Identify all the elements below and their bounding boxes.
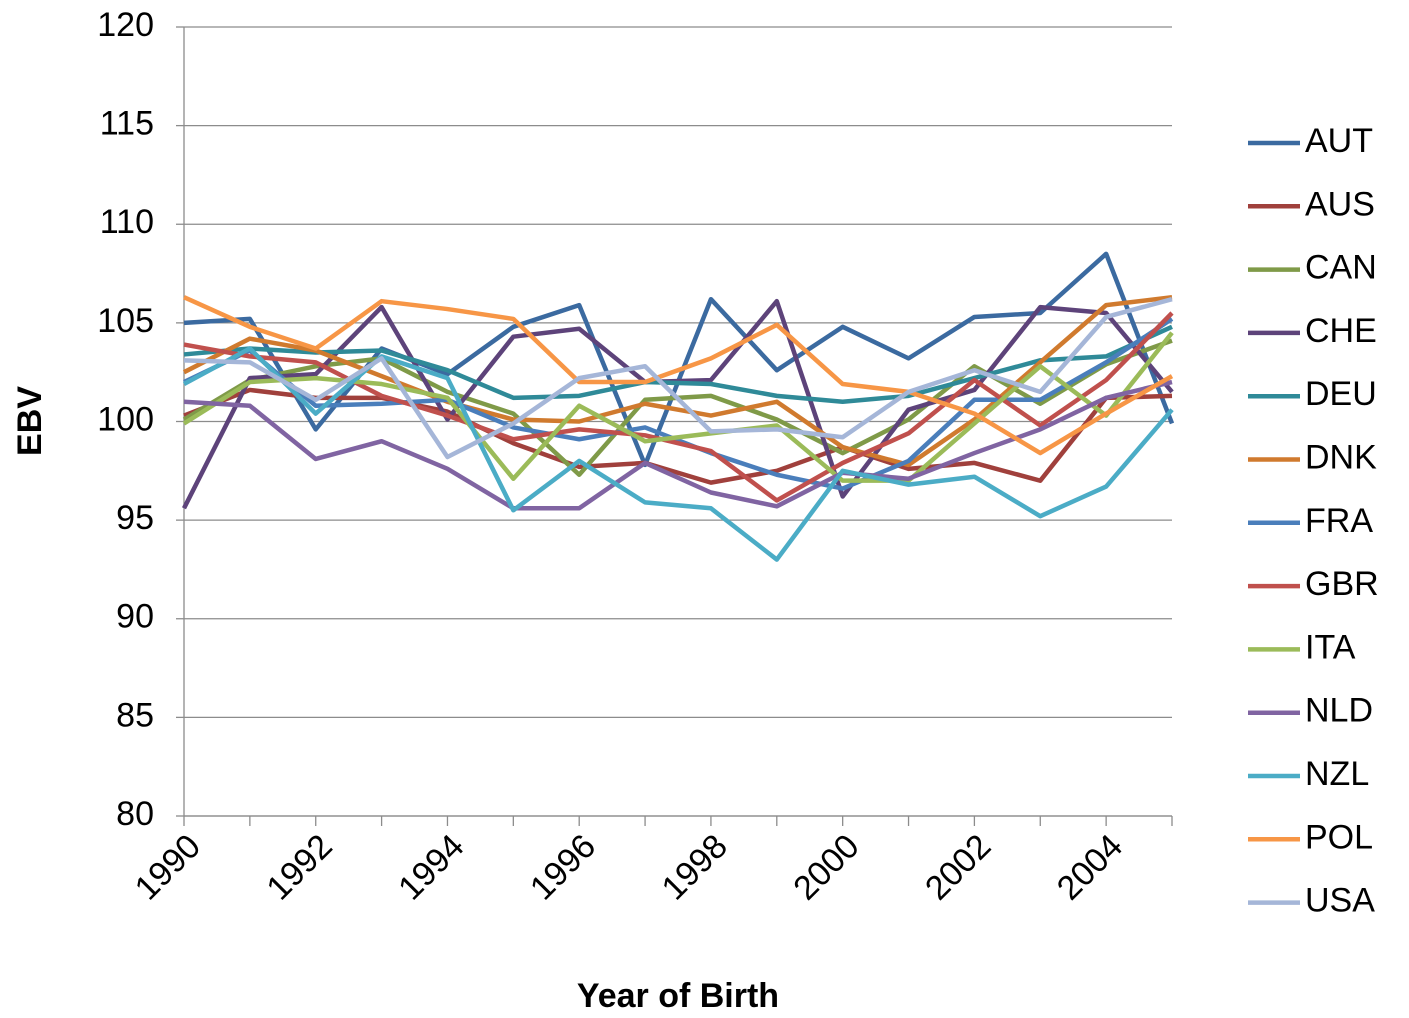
series-line <box>183 297 1173 460</box>
y-tick-label: 80 <box>116 795 154 833</box>
series-line <box>183 317 1174 491</box>
y-tick-label: 90 <box>116 598 154 636</box>
y-tick-label: 85 <box>116 696 154 734</box>
y-tick-label: 95 <box>116 499 154 537</box>
legend-label: AUT <box>1305 122 1373 160</box>
legend-label: ITA <box>1305 628 1356 666</box>
x-tick-label: 2002 <box>918 827 998 907</box>
x-tick-label: 1990 <box>128 827 208 907</box>
y-tick-label: 105 <box>97 302 154 340</box>
series-line <box>182 294 1173 468</box>
y-tick-label: 110 <box>100 203 154 241</box>
series-line <box>183 387 1173 485</box>
x-tick-label: 1998 <box>655 827 735 907</box>
series-line <box>183 324 1173 405</box>
y-tick-label: 120 <box>97 6 154 44</box>
legend-label: GBR <box>1305 565 1379 603</box>
legend-label: DNK <box>1305 438 1377 476</box>
x-tick-label: 1992 <box>259 827 339 907</box>
legend-label: POL <box>1305 818 1373 856</box>
legend-label: USA <box>1305 882 1375 920</box>
series-line <box>183 379 1173 511</box>
x-tick-label: 1994 <box>391 827 471 907</box>
legend-label: NLD <box>1305 692 1373 730</box>
legend-label: CHE <box>1305 312 1377 350</box>
x-tick-label: 1996 <box>523 827 603 907</box>
y-tick-label: 115 <box>100 105 154 143</box>
series-line <box>183 295 1174 456</box>
legend-label: AUS <box>1305 185 1375 223</box>
series-line <box>182 346 1174 562</box>
y-tick-label: 100 <box>97 400 154 438</box>
x-tick-label: 2004 <box>1050 827 1130 907</box>
x-tick-label: 2000 <box>786 827 866 907</box>
legend-label: DEU <box>1305 375 1377 413</box>
legend-label: FRA <box>1305 502 1373 540</box>
legend-label: NZL <box>1305 755 1369 793</box>
x-axis-title: Year of Birth <box>577 977 779 1015</box>
legend-label: CAN <box>1305 249 1377 287</box>
y-axis-title: EBV <box>11 386 49 456</box>
